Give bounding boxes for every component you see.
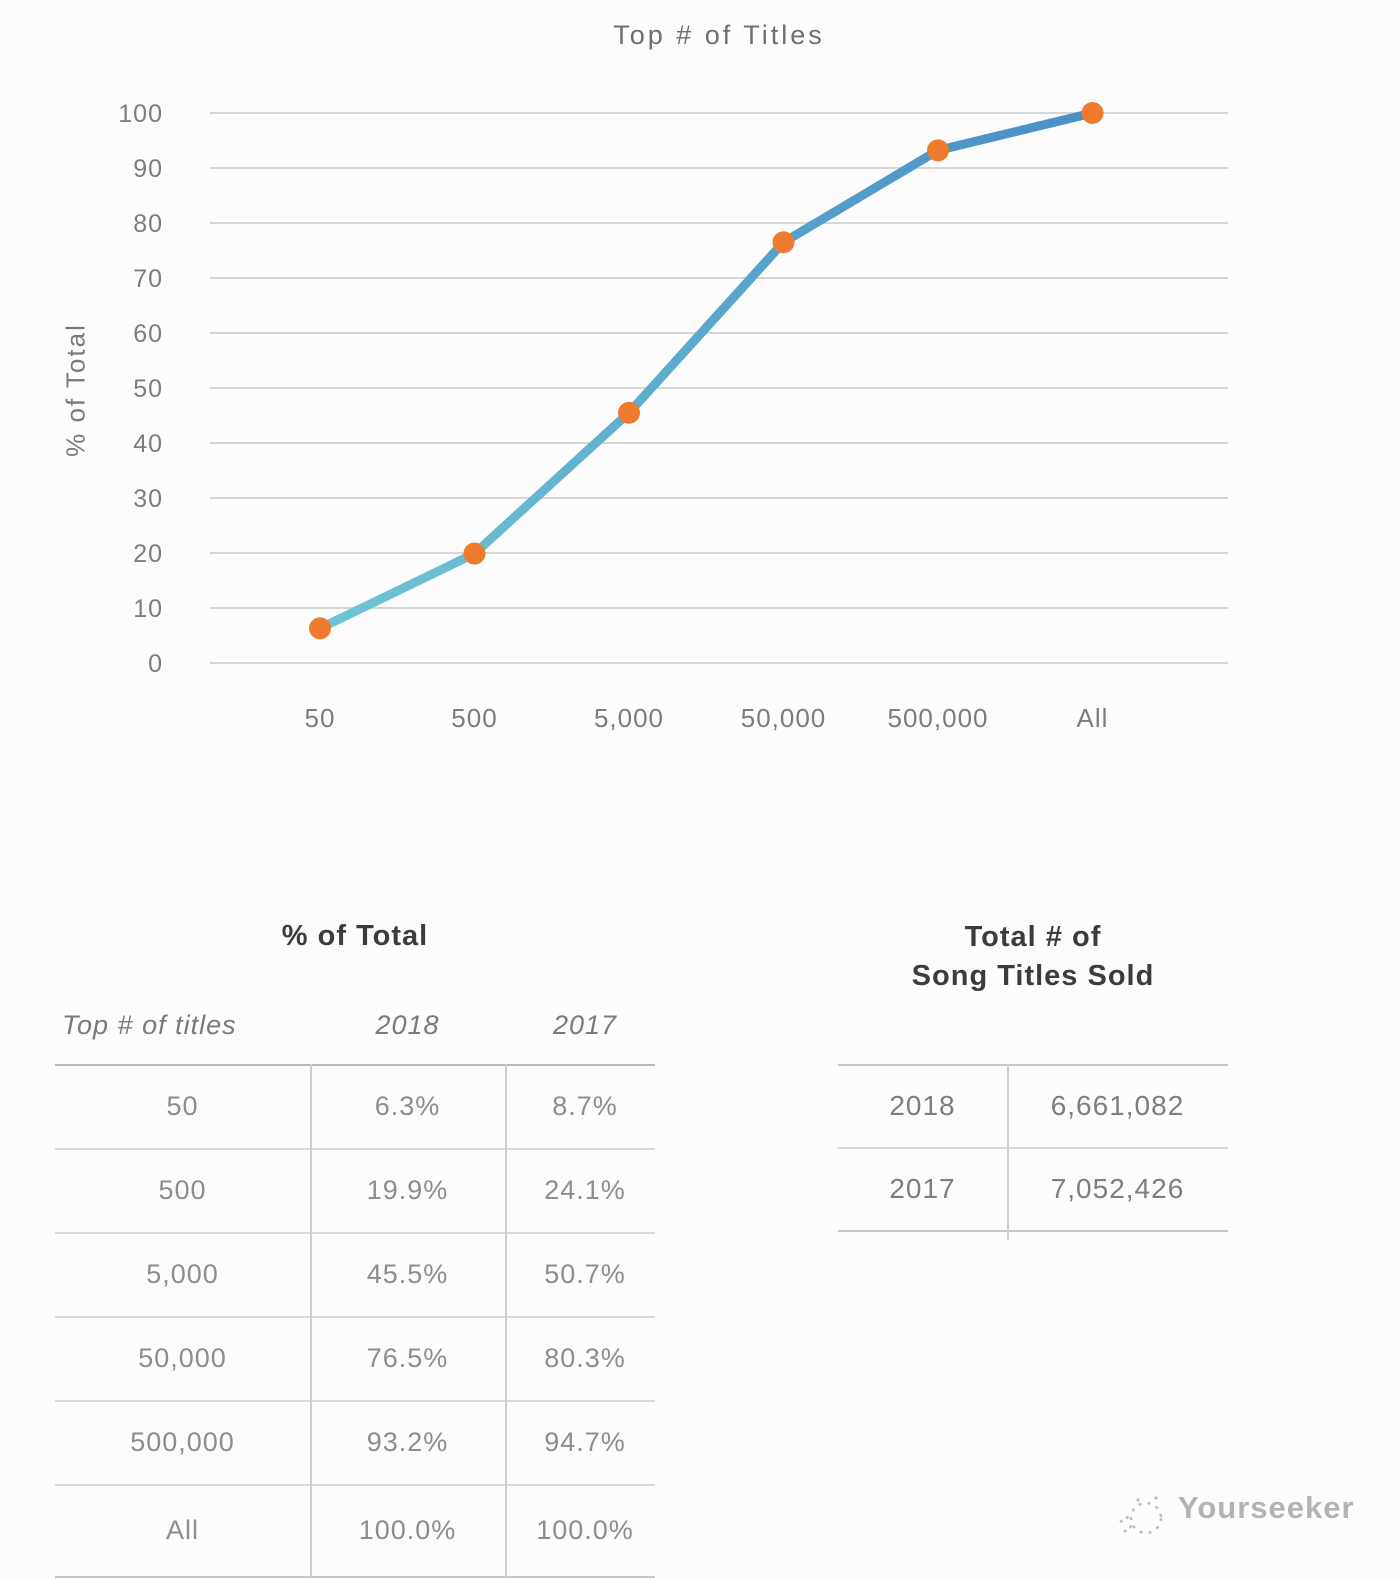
svg-text:500,000: 500,000	[888, 703, 989, 733]
svg-text:30: 30	[133, 485, 163, 513]
chart-title: Top # of Titles	[613, 20, 825, 50]
totals-table-title: Total # of Song Titles Sold	[838, 918, 1228, 996]
table-cell: 50,000	[138, 1343, 227, 1373]
table-header-rule	[55, 1064, 655, 1066]
table-row-rule	[55, 1148, 655, 1150]
yourseeker-logo-icon	[1119, 1496, 1163, 1535]
data-point-marker	[463, 542, 486, 565]
table-row-rule	[55, 1484, 655, 1486]
table-column-divider	[310, 1064, 312, 1578]
column-header-2018: 2018	[375, 1010, 440, 1040]
table-cell: 80.3%	[544, 1343, 626, 1373]
table-cell: 500,000	[130, 1427, 235, 1457]
column-header-top-titles: Top # of titles	[62, 1010, 237, 1040]
svg-text:100: 100	[118, 100, 163, 128]
totals-table-title-line1: Total # of	[964, 921, 1102, 953]
table-cell: 24.1%	[544, 1175, 626, 1205]
data-point-marker	[772, 231, 795, 254]
data-point-marker	[1081, 102, 1104, 124]
svg-text:70: 70	[133, 265, 163, 293]
data-point-marker	[309, 617, 331, 640]
svg-text:90: 90	[133, 155, 163, 183]
table-row: 50 6.3% 8.7%	[0, 1064, 700, 1148]
table-row: 50,000 76.5% 80.3%	[0, 1316, 700, 1400]
table-cell: 100.0%	[358, 1515, 457, 1545]
svg-text:20: 20	[133, 540, 163, 568]
table-bottom-rule	[55, 1576, 655, 1578]
svg-text:50,000: 50,000	[741, 703, 827, 733]
totals-table-title-line2: Song Titles Sold	[911, 960, 1155, 992]
gridlines	[210, 112, 1228, 664]
table-cell: 94.7%	[544, 1427, 626, 1457]
table-column-divider	[505, 1064, 507, 1578]
table-cell: 8.7%	[552, 1091, 618, 1121]
table-cell: 100.0%	[536, 1515, 634, 1545]
data-point-marker	[618, 401, 640, 424]
table-cell: 19.9%	[366, 1175, 449, 1205]
x-tick-labels: 50 500 5,000 50,000 500,000 All	[305, 703, 1109, 733]
table-cell: 76.5%	[366, 1343, 449, 1373]
yourseeker-logo-text: Yourseeker	[1178, 1490, 1355, 1525]
table-row-rule	[55, 1232, 655, 1234]
table-row: All 100.0% 100.0%	[0, 1484, 700, 1576]
svg-text:60: 60	[133, 320, 163, 348]
totals-value-2018: 6,661,082	[1050, 1090, 1185, 1121]
table-cell: 50.7%	[544, 1259, 626, 1289]
table-row: 500,000 93.2% 94.7%	[0, 1400, 700, 1484]
percent-table-title: % of Total	[281, 920, 429, 952]
svg-text:5,000: 5,000	[594, 703, 664, 733]
svg-text:0: 0	[148, 650, 163, 678]
data-line	[315, 108, 1097, 633]
totals-table-column-divider	[1007, 1064, 1009, 1240]
percent-table-header: Top # of titles 2018 2017	[0, 1002, 700, 1048]
totals-year-2017: 2017	[889, 1173, 956, 1204]
table-cell: All	[165, 1515, 199, 1545]
table-row: 5,000 45.5% 50.7%	[0, 1232, 700, 1316]
svg-text:10: 10	[133, 595, 163, 623]
column-header-2017: 2017	[552, 1010, 618, 1040]
table-cell: 500	[158, 1175, 207, 1205]
svg-text:80: 80	[133, 210, 163, 238]
y-tick-labels: 0 10 20 30 40 50 60 70 80 90 100	[118, 100, 163, 678]
totals-year-2018: 2018	[889, 1090, 956, 1121]
table-row-rule	[55, 1316, 655, 1318]
svg-text:All: All	[1077, 703, 1109, 733]
totals-table-bottom-rule	[838, 1230, 1228, 1232]
table-cell: 93.2%	[366, 1427, 449, 1457]
svg-text:50: 50	[305, 703, 336, 733]
svg-text:40: 40	[133, 430, 163, 458]
table-cell: 45.5%	[366, 1259, 449, 1289]
table-cell: 6.3%	[374, 1091, 441, 1121]
data-point-marker	[927, 139, 949, 162]
totals-table-top-rule	[838, 1064, 1228, 1066]
data-points	[309, 102, 1104, 640]
table-cell: 50	[166, 1091, 199, 1121]
table-row-rule	[55, 1400, 655, 1402]
table-cell: 5,000	[146, 1259, 219, 1289]
svg-text:500: 500	[451, 703, 497, 733]
svg-text:50: 50	[133, 375, 163, 403]
totals-table-row-rule	[838, 1147, 1228, 1149]
totals-value-2017: 7,052,426	[1050, 1173, 1185, 1204]
table-row: 500 19.9% 24.1%	[0, 1148, 700, 1232]
